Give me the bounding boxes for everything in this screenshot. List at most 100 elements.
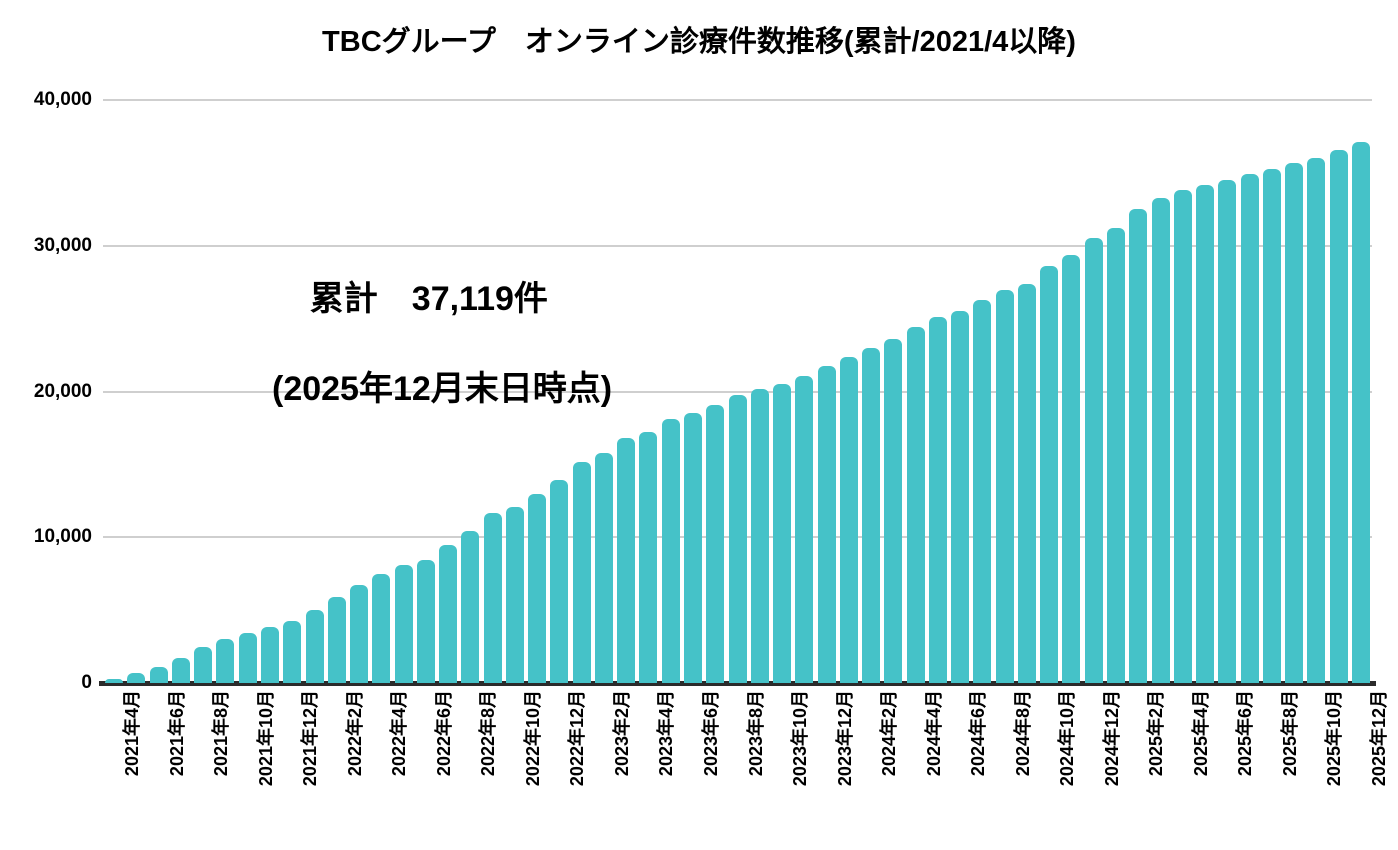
x-axis-tick-label: 2024年8月 xyxy=(1012,690,1033,777)
x-axis-tick-label: 2025年12月 xyxy=(1368,690,1389,787)
bar xyxy=(951,311,970,683)
bar xyxy=(1040,266,1059,683)
bar xyxy=(461,530,480,683)
y-axis-tick-label: 40,000 xyxy=(33,89,92,110)
bar xyxy=(1240,173,1259,683)
bar xyxy=(661,419,680,683)
bar xyxy=(1196,184,1215,683)
bar xyxy=(706,404,725,683)
gridline xyxy=(103,390,1372,393)
bar xyxy=(194,647,213,683)
bar xyxy=(1218,180,1237,683)
bar xyxy=(639,432,658,683)
bar xyxy=(995,290,1014,683)
x-axis-tick-label: 2025年8月 xyxy=(1279,690,1300,777)
bar xyxy=(973,300,992,683)
bar xyxy=(839,357,858,683)
bar xyxy=(1285,163,1304,683)
bar xyxy=(505,506,524,683)
bar xyxy=(149,666,168,683)
bar xyxy=(862,347,881,683)
gridline xyxy=(103,99,1372,101)
bar xyxy=(683,413,702,683)
bar xyxy=(1084,237,1103,683)
bar xyxy=(127,672,146,683)
annotation-line-2: (2025年12月末日時点) xyxy=(272,369,613,408)
y-axis-tick-label: 30,000 xyxy=(33,234,92,256)
plot-area xyxy=(99,99,1376,686)
bar xyxy=(1129,209,1148,683)
bar xyxy=(1307,158,1326,683)
x-axis-tick-label: 2021年10月 xyxy=(255,690,276,787)
bar xyxy=(617,438,636,683)
x-axis-tick-label: 2023年4月 xyxy=(656,690,677,777)
x-axis-tick-label: 2021年4月 xyxy=(122,690,143,777)
bar xyxy=(550,479,569,683)
y-axis-tick-label: 0 xyxy=(81,672,92,693)
x-axis-tick-label: 2021年6月 xyxy=(166,690,187,777)
x-axis-tick-label: 2022年10月 xyxy=(522,690,543,787)
bar xyxy=(439,544,458,683)
cumulative-total-annotation: 累計 37,119件 (2025年12月末日時点) xyxy=(272,232,612,501)
bar xyxy=(817,366,836,683)
bar xyxy=(528,494,547,683)
x-axis-tick-labels: 2021年4月 2021年6月 2021年8月 2021年10月 2021年12月 202… xyxy=(103,690,1389,840)
bar xyxy=(171,657,190,683)
y-axis-tick-label: 10,000 xyxy=(33,526,92,548)
bar xyxy=(1173,190,1192,683)
gridline xyxy=(103,244,1372,247)
x-axis-tick-label: 2024年4月 xyxy=(923,690,944,777)
x-axis-baseline xyxy=(99,681,1376,686)
bar xyxy=(884,339,903,683)
y-axis-tick-label: 20,000 xyxy=(33,380,92,402)
x-axis-tick-label: 2022年4月 xyxy=(389,690,410,777)
bar xyxy=(483,513,502,683)
x-axis-tick-label: 2025年10月 xyxy=(1324,690,1345,787)
bar xyxy=(906,327,925,683)
bar xyxy=(238,633,257,683)
bar xyxy=(305,610,324,683)
annotation-line-1: 累計 37,119件 xyxy=(309,279,548,318)
bar xyxy=(416,559,435,683)
x-axis-tick-label: 2025年6月 xyxy=(1235,690,1256,777)
x-axis-tick-label: 2024年6月 xyxy=(968,690,989,777)
x-axis-tick-label: 2023年10月 xyxy=(790,690,811,787)
x-axis-tick-label: 2024年10月 xyxy=(1057,690,1078,787)
x-axis-tick-label: 2022年6月 xyxy=(433,690,454,777)
x-axis-tick-label: 2021年12月 xyxy=(300,690,321,787)
x-axis-tick-label: 2023年8月 xyxy=(745,690,766,777)
bar xyxy=(1062,254,1081,683)
bar xyxy=(327,597,346,683)
x-axis-tick-label: 2024年2月 xyxy=(879,690,900,777)
bar xyxy=(1106,227,1125,683)
bar xyxy=(928,317,947,683)
bar xyxy=(394,564,413,683)
x-axis-tick-label: 2022年2月 xyxy=(344,690,365,777)
bar xyxy=(216,638,235,683)
x-axis-tick-label: 2023年2月 xyxy=(611,690,632,777)
x-axis-tick-label: 2022年12月 xyxy=(567,690,588,787)
bar xyxy=(105,678,124,683)
bar-series xyxy=(103,100,1372,683)
bar xyxy=(350,585,369,683)
x-axis-tick-label: 2024年12月 xyxy=(1101,690,1122,787)
bar xyxy=(572,462,591,683)
bar xyxy=(1151,197,1170,683)
bar xyxy=(594,452,613,683)
bar xyxy=(750,388,769,683)
chart-title: TBCグループ オンライン診療件数推移(累計/2021/4以降) xyxy=(322,26,1076,58)
x-axis-tick-label: 2023年12月 xyxy=(834,690,855,787)
x-axis-tick-label: 2025年2月 xyxy=(1146,690,1167,777)
bar xyxy=(795,376,814,683)
bar xyxy=(1351,142,1370,683)
bar xyxy=(728,395,747,683)
bar xyxy=(1262,168,1281,683)
x-axis-tick-label: 2021年8月 xyxy=(211,690,232,777)
bar xyxy=(773,384,792,683)
bar xyxy=(1329,150,1348,683)
x-axis-tick-label: 2023年6月 xyxy=(700,690,721,777)
bar xyxy=(372,573,391,683)
x-axis-tick-label: 2025年4月 xyxy=(1190,690,1211,777)
x-axis-tick-label: 2022年8月 xyxy=(478,690,499,777)
